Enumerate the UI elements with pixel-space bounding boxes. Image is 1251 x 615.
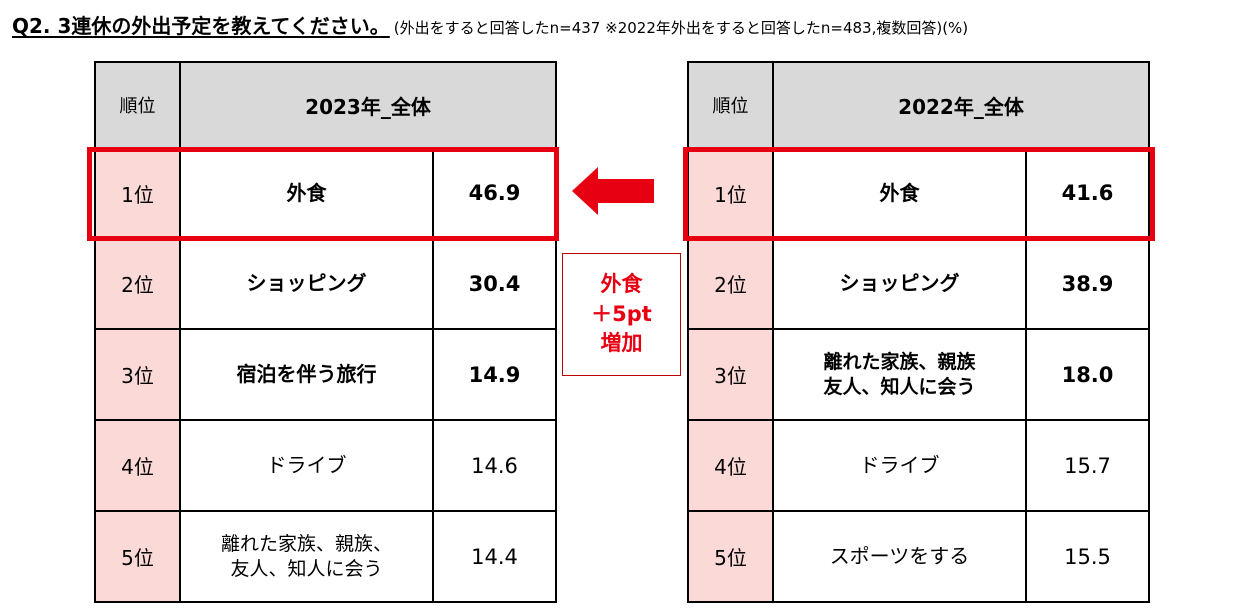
value-cell: 14.9	[432, 328, 557, 421]
item-cell: ドライブ	[772, 419, 1027, 512]
arrow-left-icon	[572, 167, 654, 215]
value-cell: 14.4	[432, 510, 557, 603]
value-cell: 30.4	[432, 237, 557, 330]
item-cell: スポーツをする	[772, 510, 1027, 603]
item-cell: 外食	[772, 147, 1027, 239]
value-cell: 15.5	[1025, 510, 1150, 603]
page-title: Q2. 3連休の外出予定を教えてください。 (外出をすると回答したn=437 ※2…	[12, 10, 968, 39]
rank-cell: 2位	[687, 237, 774, 330]
rank-cell: 1位	[94, 147, 181, 239]
table-row: 4位 ドライブ 15.7	[687, 419, 1150, 512]
item-line: 友人、知人に会う	[823, 375, 976, 398]
table-row: 5位 スポーツをする 15.5	[687, 510, 1150, 603]
item-line: 離れた家族、親族、	[220, 532, 392, 555]
callout-line: ＋5pt	[591, 301, 652, 326]
table-row: 3位 離れた家族、親族 友人、知人に会う 18.0	[687, 328, 1150, 421]
value-cell: 46.9	[432, 147, 557, 239]
table-row: 2位 ショッピング 38.9	[687, 237, 1150, 330]
rank-header: 順位	[94, 61, 181, 149]
question-subtitle: (外出をすると回答したn=437 ※2022年外出をすると回答したn=483,複…	[393, 19, 969, 37]
callout-box: 外食 ＋5pt 増加	[562, 253, 681, 376]
rank-cell: 2位	[94, 237, 181, 330]
table-row: 3位 宿泊を伴う旅行 14.9	[94, 328, 557, 421]
rank-cell: 5位	[687, 510, 774, 603]
rank-cell: 1位	[687, 147, 774, 239]
rank-cell: 4位	[94, 419, 181, 512]
value-cell: 41.6	[1025, 147, 1150, 239]
value-cell: 14.6	[432, 419, 557, 512]
callout-line: 増加	[600, 331, 643, 356]
callout-line: 外食	[600, 272, 643, 297]
rank-cell: 5位	[94, 510, 181, 603]
table-row: 1位 外食 46.9	[94, 147, 557, 239]
rank-cell: 3位	[94, 328, 181, 421]
item-cell: ドライブ	[179, 419, 434, 512]
value-cell: 15.7	[1025, 419, 1150, 512]
rank-header: 順位	[687, 61, 774, 149]
rank-cell: 4位	[687, 419, 774, 512]
item-line: 友人、知人に会う	[230, 557, 383, 580]
item-cell: ショッピング	[179, 237, 434, 330]
table-row: 4位 ドライブ 14.6	[94, 419, 557, 512]
item-cell: 外食	[179, 147, 434, 239]
ranking-table-2023: 順位 2023年_全体 1位 外食 46.9 2位 ショッピング 30.4 3位…	[94, 61, 557, 603]
ranking-table-2022: 順位 2022年_全体 1位 外食 41.6 2位 ショッピング 38.9 3位…	[687, 61, 1150, 603]
table-title: 2022年_全体	[772, 61, 1150, 149]
item-cell: 離れた家族、親族、 友人、知人に会う	[179, 510, 434, 603]
table-title: 2023年_全体	[179, 61, 557, 149]
question-title: Q2. 3連休の外出予定を教えてください。	[12, 14, 390, 38]
rank-cell: 3位	[687, 328, 774, 421]
item-cell: 離れた家族、親族 友人、知人に会う	[772, 328, 1027, 421]
item-line: 離れた家族、親族	[823, 350, 976, 373]
item-cell: ショッピング	[772, 237, 1027, 330]
value-cell: 38.9	[1025, 237, 1150, 330]
item-cell: 宿泊を伴う旅行	[179, 328, 434, 421]
table-row: 1位 外食 41.6	[687, 147, 1150, 239]
table-row: 5位 離れた家族、親族、 友人、知人に会う 14.4	[94, 510, 557, 603]
value-cell: 18.0	[1025, 328, 1150, 421]
table-row: 2位 ショッピング 30.4	[94, 237, 557, 330]
